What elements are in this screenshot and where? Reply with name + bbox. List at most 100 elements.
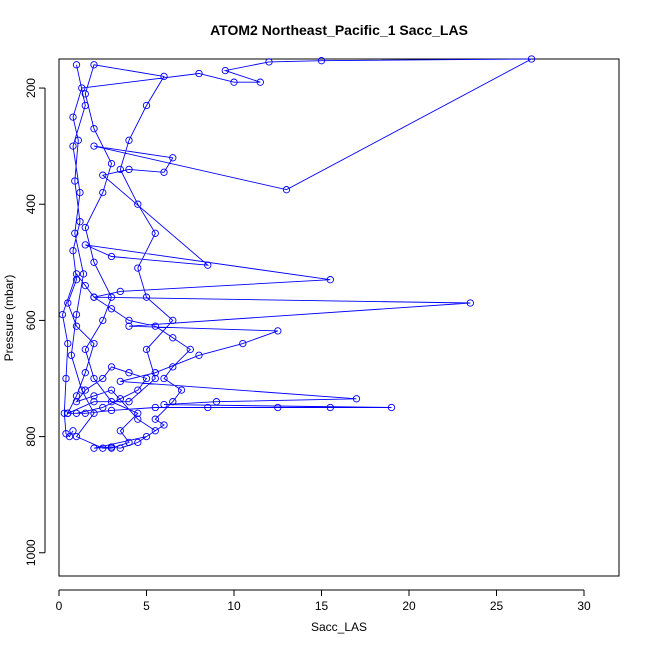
data-point	[221, 66, 229, 75]
data-point	[78, 84, 86, 92]
data-point	[116, 287, 124, 296]
data-point	[78, 386, 86, 394]
data-point	[265, 58, 273, 66]
data-point	[169, 334, 177, 342]
data-point	[387, 403, 396, 412]
data-point	[90, 339, 98, 348]
data-point	[169, 154, 177, 162]
data-point	[90, 398, 98, 406]
data-point	[60, 409, 68, 417]
y-tick-label: 400	[24, 194, 38, 214]
data-point	[67, 351, 75, 359]
data-point	[99, 374, 107, 383]
data-point	[125, 322, 133, 330]
data-point	[107, 398, 116, 406]
data-point	[90, 293, 98, 301]
y-tick-label: 1000	[24, 539, 38, 566]
data-point	[142, 345, 151, 354]
data-point	[69, 247, 77, 255]
x-tick-label: 20	[402, 599, 416, 613]
data-point	[125, 316, 133, 325]
x-tick-label: 30	[577, 599, 591, 613]
data-point	[72, 392, 81, 400]
data-point	[69, 427, 77, 435]
data-point	[204, 261, 212, 269]
data-point	[160, 421, 168, 429]
x-tick-label: 10	[227, 599, 241, 613]
data-point	[326, 403, 334, 412]
data-point	[151, 403, 159, 412]
data-point	[81, 90, 89, 98]
data-point	[326, 276, 334, 284]
data-point	[107, 305, 116, 313]
data-point	[62, 374, 70, 383]
data-point	[125, 136, 133, 144]
data-point	[81, 241, 89, 249]
data-point	[125, 438, 133, 447]
data-point	[352, 395, 361, 403]
data-point	[81, 345, 89, 354]
data-point	[116, 377, 124, 386]
x-tick-label: 15	[315, 599, 329, 613]
data-point	[69, 142, 77, 150]
data-point	[99, 444, 107, 452]
data-point	[274, 327, 282, 335]
data-point	[64, 299, 72, 307]
data-point	[134, 386, 142, 394]
data-point	[230, 78, 238, 86]
x-tick-label: 5	[143, 599, 150, 613]
data-point	[195, 69, 203, 78]
data-point	[527, 55, 536, 63]
data-point	[71, 177, 79, 185]
data-point	[151, 322, 159, 330]
data-point	[81, 101, 89, 110]
data-point	[466, 299, 474, 307]
data-point	[72, 322, 81, 330]
data-point	[116, 444, 124, 452]
data-point	[107, 443, 116, 451]
data-point	[142, 432, 151, 441]
series-line	[62, 58, 532, 449]
data-point	[71, 229, 79, 237]
data-point	[134, 409, 142, 417]
data-point	[169, 398, 177, 406]
chart-title: ATOM2 Northeast_Pacific_1 Sacc_LAS	[210, 22, 468, 38]
y-axis-label: Pressure (mbar)	[2, 275, 16, 362]
data-point	[76, 218, 84, 226]
x-tick-label: 25	[490, 599, 504, 613]
data-point	[151, 374, 159, 383]
data-point	[107, 159, 116, 168]
data-point	[256, 78, 264, 86]
data-point	[160, 400, 168, 409]
data-point	[160, 168, 168, 176]
data-point	[81, 281, 89, 290]
data-point	[99, 188, 107, 197]
data-point	[125, 398, 133, 406]
data-point	[116, 395, 124, 403]
y-tick-label: 600	[24, 310, 38, 330]
data-point	[72, 432, 81, 441]
data-point	[274, 403, 282, 412]
data-point	[69, 113, 77, 121]
y-axis: 200 400 600 800 1000	[24, 78, 46, 566]
series-group	[58, 55, 536, 452]
plot-frame	[58, 58, 620, 577]
y-tick-label: 800	[24, 426, 38, 446]
data-point	[142, 374, 151, 383]
x-tick-label: 0	[56, 599, 63, 613]
data-point	[64, 409, 72, 417]
data-point	[72, 270, 81, 278]
data-point	[90, 409, 98, 417]
data-point	[134, 264, 142, 272]
data-point	[99, 403, 107, 412]
data-point	[65, 432, 74, 441]
data-point	[72, 61, 81, 69]
data-point	[107, 406, 116, 415]
data-point	[142, 101, 151, 110]
data-point	[90, 125, 98, 133]
data-point	[212, 398, 221, 406]
data-point	[81, 369, 89, 377]
data-point	[90, 61, 98, 69]
data-point	[151, 369, 159, 377]
data-point	[151, 229, 159, 237]
